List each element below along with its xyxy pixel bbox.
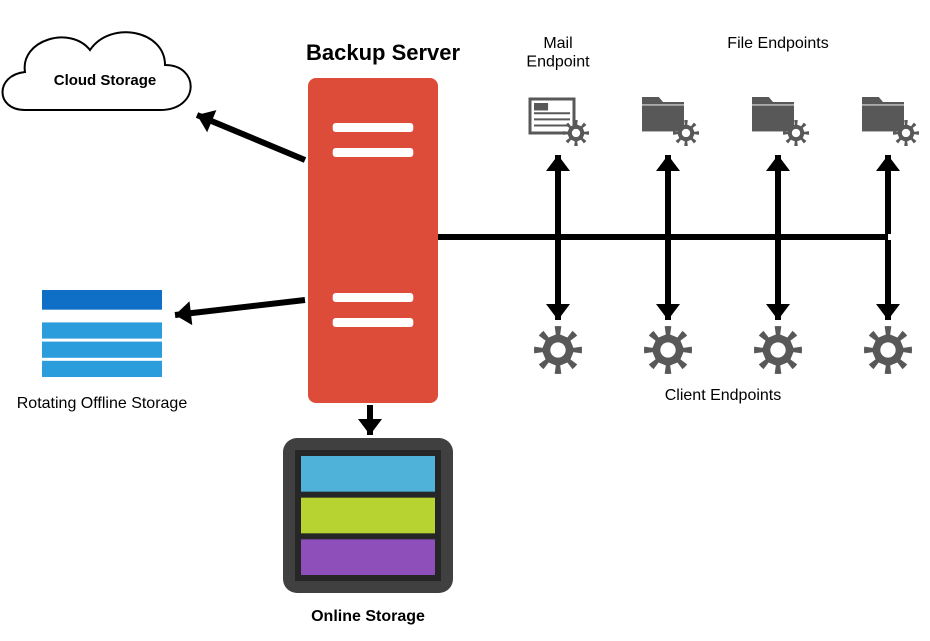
svg-text:Online Storage: Online Storage — [311, 608, 425, 625]
arrow-to-cloud — [197, 115, 305, 160]
svg-text:Client Endpoints: Client Endpoints — [665, 387, 782, 404]
client-endpoint-gear-icon-3 — [864, 326, 912, 374]
mail-endpoint-label: MailEndpoint — [526, 35, 590, 70]
file-endpoints-label: File Endpoints — [727, 35, 828, 52]
online-storage-icon — [283, 438, 453, 593]
backup-server-label: Backup Server — [306, 40, 461, 65]
offline-storage-label: Rotating Offline Storage — [17, 395, 188, 412]
file-endpoint-gear-icon-3 — [893, 120, 919, 146]
arrow-to-offline — [175, 300, 305, 315]
online-storage-label: Online Storage — [311, 608, 425, 625]
backup-server-icon — [308, 78, 438, 403]
client-endpoint-gear-icon-0 — [534, 326, 582, 374]
svg-text:Endpoint: Endpoint — [526, 53, 590, 70]
svg-text:Backup Server: Backup Server — [306, 40, 461, 65]
file-endpoint-gear-icon-1 — [673, 120, 699, 146]
client-endpoint-gear-icon-1 — [644, 326, 692, 374]
mail-endpoint-icon — [530, 99, 574, 133]
client-endpoints-label: Client Endpoints — [665, 387, 782, 404]
file-endpoint-gear-icon-2 — [783, 120, 809, 146]
offline-storage-icon — [42, 290, 162, 377]
svg-text:Rotating Offline Storage: Rotating Offline Storage — [17, 395, 188, 412]
cloud-storage-label: Cloud Storage — [54, 72, 157, 89]
svg-text:File Endpoints: File Endpoints — [727, 35, 828, 52]
svg-text:Mail: Mail — [543, 35, 572, 52]
client-endpoint-gear-icon-2 — [754, 326, 802, 374]
svg-text:Cloud Storage: Cloud Storage — [54, 72, 157, 89]
mail-endpoint-gear-icon — [563, 120, 589, 146]
